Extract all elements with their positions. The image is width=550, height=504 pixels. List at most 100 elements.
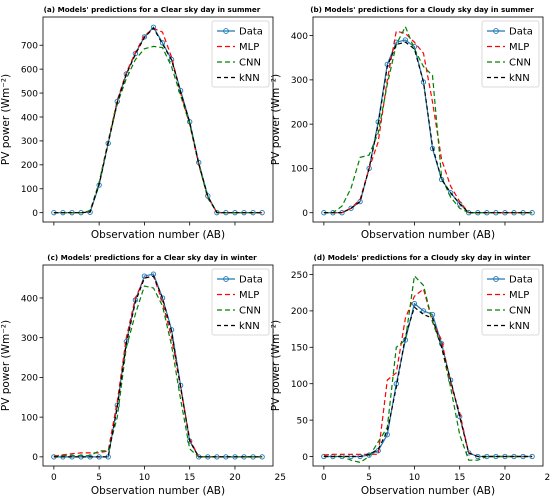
data-point [475,453,481,460]
x-axis-label: Observation number (AB) [91,485,225,497]
x-axis-label: Observation number (AB) [361,229,495,241]
legend-label-data: Data [509,275,533,286]
y-axis-label: PV power (Wm⁻²) [270,320,282,411]
panel-title: (d) Models' predictions for a Cloudy sky… [314,253,531,262]
x-tick-label: 15 [184,473,195,483]
series-line-cnn [53,45,263,214]
panel-title: (b) Models' predictions for a Cloudy sky… [310,5,534,14]
series-line-knn [323,41,533,214]
axes-frame [42,16,274,223]
x-tick-label: 20 [229,473,241,483]
y-tick-label: 300 [21,137,38,147]
x-tick-label: 25 [545,473,550,483]
legend: Data MLP CNN kNN [211,268,270,336]
y-tick-label: 600 [21,65,38,75]
y-tick-label: 200 [21,161,38,171]
y-tick-label: 50 [297,416,309,426]
legend: Data MLP CNN kNN [211,20,270,88]
x-tick-label: 0 [51,473,57,483]
legend-label-knn: kNN [239,73,260,84]
axes-frame [312,264,544,467]
legend-box [481,20,540,88]
x-tick-label: 10 [409,473,421,483]
y-axis-label: PV power (Wm⁻²) [270,74,282,165]
y-tick-label: 0 [302,453,308,463]
legend-label-mlp: MLP [239,42,259,53]
y-tick-label: 0 [32,209,38,219]
y-tick-label: 0 [302,209,308,219]
y-axis-label: PV power (Wm⁻²) [0,74,12,165]
panel-2: (b) Models' predictions for a Cloudy sky… [270,5,544,241]
legend-box [211,20,270,88]
data-point [141,34,148,40]
y-tick-label: 100 [21,413,38,423]
legend-label-cnn: CNN [509,306,531,317]
legend-box [211,268,270,336]
x-tick-label: 20 [499,473,511,483]
y-axis-label: PV power (Wm⁻²) [0,320,12,411]
x-tick-label: 5 [96,473,102,483]
y-tick-label: 100 [291,165,308,175]
panel-4: (d) Models' predictions for a Cloudy sky… [270,253,550,497]
series-line-mlp [323,30,533,214]
legend-label-knn: kNN [239,321,260,332]
legend-label-data: Data [239,27,263,38]
data-point [168,56,175,63]
axes-frame [42,264,274,467]
legend-label-mlp: MLP [239,290,259,301]
legend-label-cnn: CNN [239,306,261,317]
legend-label-cnn: CNN [509,58,531,69]
y-tick-label: 100 [291,380,308,390]
data-point [420,308,427,314]
legend-label-mlp: MLP [509,290,529,301]
panel-1: (a) Models' predictions for a Clear sky … [0,5,274,241]
x-tick-label: 5 [366,473,372,483]
legend-marker [493,276,499,282]
y-tick-label: 150 [291,344,308,354]
data-point [150,24,157,30]
legend-label-knn: kNN [509,73,530,84]
panel-title: (c) Models' predictions for a Clear sky … [47,253,257,262]
y-tick-label: 0 [32,453,38,463]
x-tick-label: 25 [275,473,286,483]
x-tick-label: 10 [139,473,151,483]
y-tick-label: 200 [291,307,308,317]
y-tick-label: 300 [291,76,308,86]
legend-label-cnn: CNN [239,58,261,69]
panel-title: (a) Models' predictions for a Clear sky … [44,5,261,14]
y-tick-label: 400 [21,113,38,123]
x-tick-label: 0 [321,473,327,483]
legend-label-data: Data [239,275,263,286]
x-axis-label: Observation number (AB) [91,229,225,241]
legend-marker [493,28,499,34]
legend-box [481,268,540,336]
data-point [447,190,454,196]
y-tick-label: 400 [21,294,38,304]
legend-marker [223,28,229,34]
y-tick-label: 100 [21,185,38,195]
y-tick-label: 300 [21,334,38,344]
data-point [429,145,436,152]
data-point [366,165,372,172]
y-tick-label: 500 [21,89,38,99]
legend-label-data: Data [509,27,533,38]
y-tick-label: 200 [21,374,38,384]
series-line-knn [323,306,533,458]
series-line-knn [53,275,263,458]
axes-frame [312,16,544,223]
legend-label-mlp: MLP [509,42,529,53]
data-point [114,402,120,408]
series-line-cnn [323,274,533,464]
legend-marker [223,276,229,282]
data-point [348,205,354,211]
panel-3: (c) Models' predictions for a Clear sky … [0,253,286,497]
legend-label-knn: kNN [509,321,530,332]
y-tick-label: 250 [291,271,308,281]
y-tick-label: 700 [21,42,38,52]
data-point [141,273,148,279]
data-point [411,300,418,307]
y-tick-label: 400 [291,32,308,42]
y-tick-label: 200 [291,120,308,130]
legend: Data MLP CNN kNN [481,268,540,336]
